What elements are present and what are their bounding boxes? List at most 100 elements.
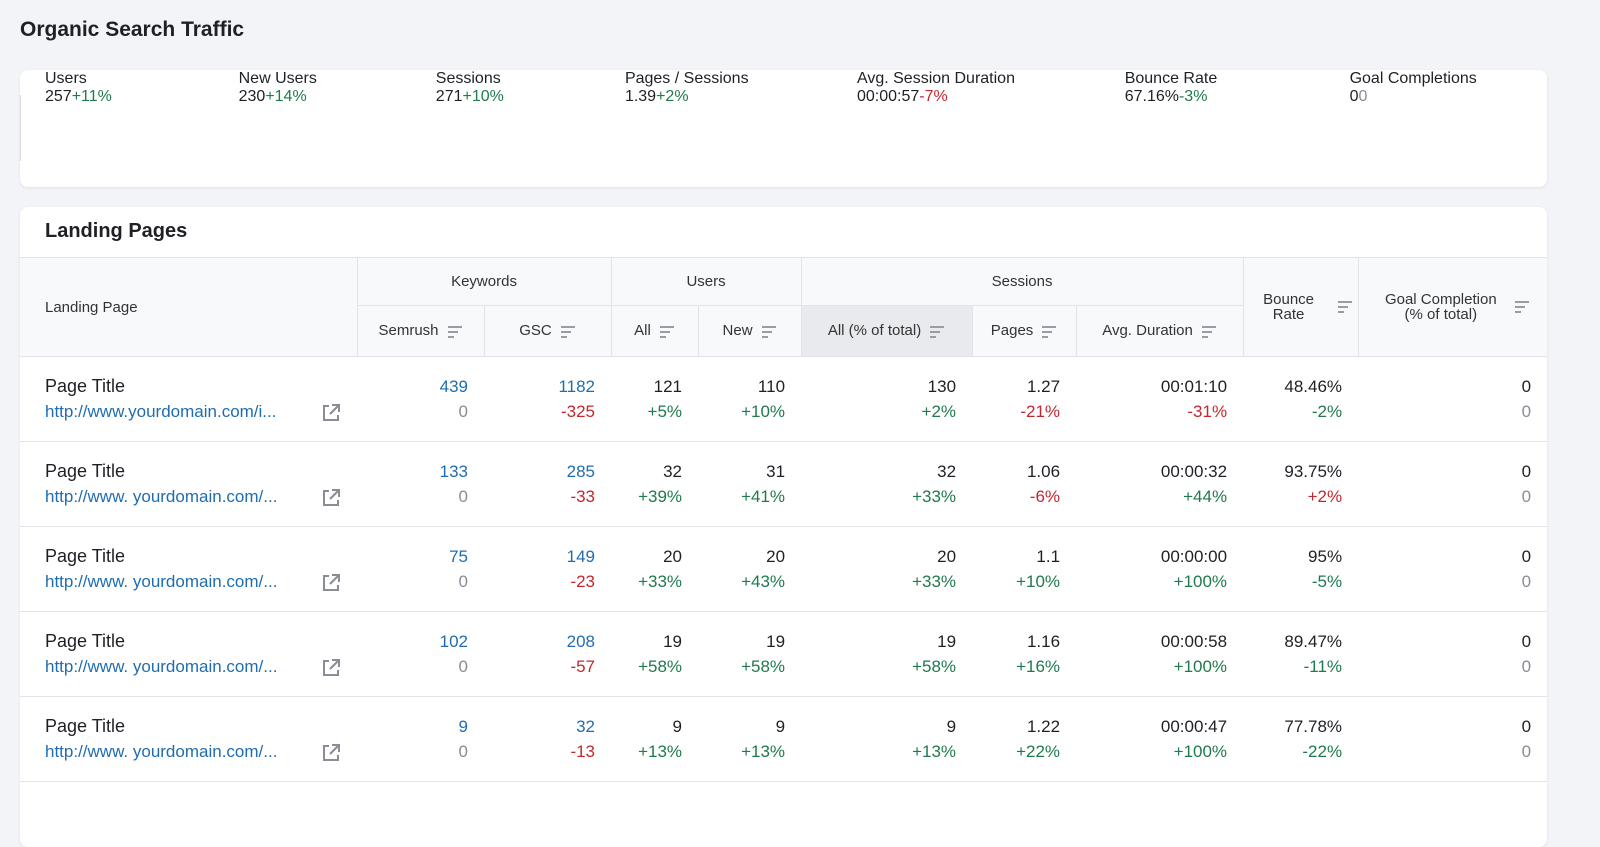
metric-value: 230 bbox=[238, 88, 266, 105]
column-header[interactable]: Goal Completion (% of total) bbox=[1357, 257, 1547, 357]
cell-value: 110 bbox=[757, 377, 786, 396]
column-header[interactable]: Bounce Rate bbox=[1242, 257, 1359, 357]
column-header[interactable]: Pages bbox=[971, 305, 1077, 357]
external-link-icon[interactable] bbox=[321, 573, 341, 593]
data-cell: 9 +13% bbox=[801, 696, 973, 782]
column-header[interactable]: Avg. Duration bbox=[1075, 305, 1244, 357]
cell-change: -57 bbox=[570, 657, 596, 676]
metric-change: 0 bbox=[1358, 88, 1368, 105]
cell-value: 0 bbox=[1521, 377, 1532, 396]
cell-value[interactable]: 102 bbox=[439, 632, 468, 651]
cell-change: +39% bbox=[638, 487, 683, 506]
cell-value: 20 bbox=[937, 547, 957, 566]
metric-row: 230+14% bbox=[239, 88, 413, 106]
cell-value: 9 bbox=[775, 717, 786, 736]
page-url[interactable]: http://www. yourdomain.com/... bbox=[45, 572, 278, 591]
metric-change: -3% bbox=[1178, 88, 1208, 105]
data-cell: 32 +33% bbox=[801, 441, 973, 527]
column-header[interactable]: New bbox=[697, 305, 802, 357]
cell-change: 0 bbox=[458, 487, 468, 506]
cell-change: +33% bbox=[912, 572, 957, 591]
external-link-icon[interactable] bbox=[321, 488, 341, 508]
external-link-icon[interactable] bbox=[321, 403, 341, 423]
data-cell: 75 0 bbox=[357, 526, 484, 612]
cell-value: 00:00:58 bbox=[1160, 632, 1228, 651]
column-label: New bbox=[722, 322, 753, 340]
cell-change: +13% bbox=[638, 742, 683, 761]
column-header[interactable]: All bbox=[610, 305, 699, 357]
cell-change: +5% bbox=[647, 402, 683, 421]
column-label: All (% of total) bbox=[827, 322, 922, 340]
cell-change: +22% bbox=[1016, 742, 1061, 761]
page-url[interactable]: http://www. yourdomain.com/... bbox=[45, 487, 278, 506]
cell-value: 0 bbox=[1521, 717, 1532, 736]
metric-label: Users bbox=[45, 70, 87, 87]
page-url[interactable]: http://www. yourdomain.com/... bbox=[45, 742, 278, 761]
cell-value: 19 bbox=[663, 632, 683, 651]
sort-icon[interactable] bbox=[1337, 299, 1353, 315]
column-header[interactable]: Semrush bbox=[357, 305, 485, 357]
page-url[interactable]: http://www. yourdomain.com/... bbox=[45, 657, 278, 676]
data-cell: 00:00:00 +100% bbox=[1076, 526, 1244, 612]
page-url[interactable]: http://www.yourdomain.com/i... bbox=[45, 402, 277, 421]
cell-change: +2% bbox=[1307, 487, 1343, 506]
data-cell: 32 -13 bbox=[484, 696, 612, 782]
cell-value[interactable]: 149 bbox=[566, 547, 596, 566]
sort-icon[interactable] bbox=[1514, 299, 1530, 315]
cell-change: 0 bbox=[1521, 402, 1532, 421]
cell-change: +58% bbox=[638, 657, 683, 676]
sort-icon[interactable] bbox=[1041, 324, 1057, 340]
column-label: Bounce Rate bbox=[1263, 291, 1314, 323]
data-cell: 208 -57 bbox=[484, 611, 612, 697]
data-cell: 133 0 bbox=[357, 441, 484, 527]
sort-icon[interactable] bbox=[447, 324, 463, 340]
page-title: Page Title bbox=[45, 631, 126, 651]
landing-pages-card: Landing Pages Landing Page Keywords Users S… bbox=[20, 207, 1547, 847]
cell-value: 32 bbox=[937, 462, 957, 481]
sort-icon[interactable] bbox=[560, 324, 576, 340]
cell-value[interactable]: 133 bbox=[439, 462, 468, 481]
sort-icon[interactable] bbox=[1201, 324, 1217, 340]
data-cell: 102 0 bbox=[357, 611, 484, 697]
column-label: GSC bbox=[519, 322, 552, 340]
cell-value[interactable]: 208 bbox=[566, 632, 596, 651]
cell-value: 20 bbox=[663, 547, 683, 566]
sort-icon[interactable] bbox=[761, 324, 777, 340]
cell-change: -5% bbox=[1311, 572, 1343, 591]
sort-icon[interactable] bbox=[659, 324, 675, 340]
column-label: Avg. Duration bbox=[1102, 322, 1193, 340]
data-cell: 20 +33% bbox=[801, 526, 973, 612]
metric-change: +2% bbox=[656, 88, 689, 105]
metric-value: 0 bbox=[1349, 88, 1359, 105]
cell-change: 0 bbox=[458, 572, 468, 591]
external-link-icon[interactable] bbox=[321, 658, 341, 678]
cell-value[interactable]: 32 bbox=[576, 717, 596, 736]
cell-value[interactable]: 75 bbox=[449, 547, 468, 566]
column-header[interactable]: GSC bbox=[483, 305, 612, 357]
landing-page-cell: Page Title http://www. yourdomain.com/... bbox=[20, 441, 357, 527]
cell-value: 1.1 bbox=[1036, 547, 1061, 566]
cell-value: 48.46% bbox=[1284, 377, 1343, 396]
cell-change: +10% bbox=[741, 402, 786, 421]
cell-change: +100% bbox=[1173, 657, 1228, 676]
data-cell: 121 +5% bbox=[611, 356, 699, 442]
cell-change: -6% bbox=[1029, 487, 1061, 506]
data-cell: 19 +58% bbox=[611, 611, 699, 697]
metric-row: 00 bbox=[1350, 88, 1547, 106]
column-header[interactable]: All (% of total) bbox=[800, 305, 973, 357]
data-cell: 89.47% -11% bbox=[1243, 611, 1359, 697]
data-cell: 19 +58% bbox=[698, 611, 802, 697]
table-row: Page Title http://www. yourdomain.com/...… bbox=[20, 526, 1547, 612]
metric: New Users 230+14% bbox=[20, 70, 413, 187]
external-link-icon[interactable] bbox=[321, 743, 341, 763]
cell-change: -13 bbox=[570, 742, 596, 761]
data-cell: 439 0 bbox=[357, 356, 484, 442]
cell-value[interactable]: 9 bbox=[458, 717, 468, 736]
cell-value: 77.78% bbox=[1284, 717, 1343, 736]
cell-value[interactable]: 285 bbox=[566, 462, 596, 481]
metric-change: +11% bbox=[71, 88, 112, 105]
section-title: Landing Pages bbox=[45, 220, 188, 242]
cell-value[interactable]: 1182 bbox=[558, 377, 596, 396]
sort-icon[interactable] bbox=[929, 324, 945, 340]
cell-value[interactable]: 439 bbox=[439, 377, 468, 396]
